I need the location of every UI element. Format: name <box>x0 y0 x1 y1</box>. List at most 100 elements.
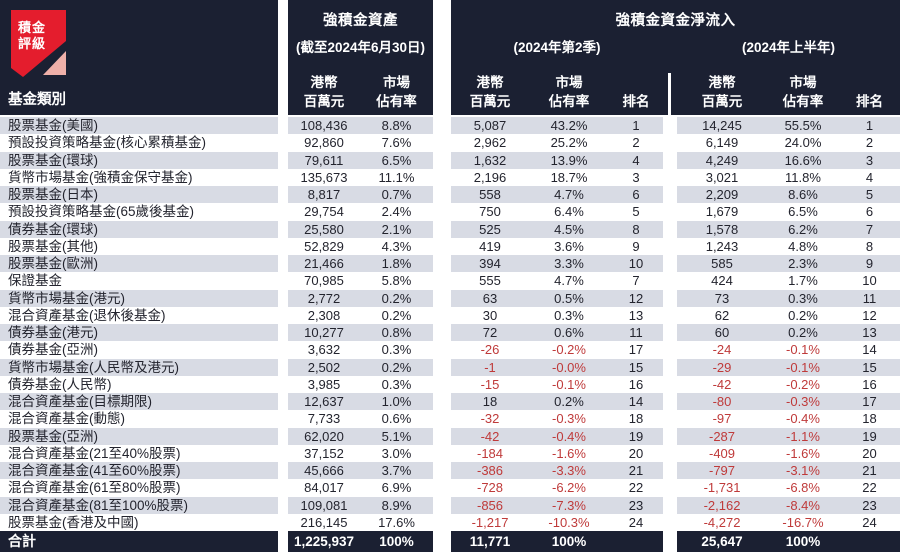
netflow-subcolumns: 港幣 百萬元 市場 佔有率 排名 港幣 百萬元 市場 佔有率 排名 <box>451 73 900 111</box>
assets-share-cell: 2.4% <box>381 204 412 220</box>
h1-rank-cell: 23 <box>839 496 900 514</box>
q2-netflow-cell: -184 <box>476 445 504 461</box>
q2-share-cell: -0.0% <box>529 358 609 376</box>
assets-share-cell: 0.3% <box>381 376 412 392</box>
h1-rank-cell: 18 <box>862 411 877 427</box>
table-row: 股票基金(歐洲) 21,466 1.8% 394 3.3% 10 585 2.3% 9 <box>0 255 900 273</box>
q2-rank-cell: 14 <box>609 393 663 411</box>
h1-netflow-cell: 73 <box>677 289 767 307</box>
share-label-line2: 佔有率 <box>782 94 824 109</box>
assets-value-cell: 2,308 <box>307 307 341 323</box>
column-gutter <box>433 479 451 497</box>
column-gutter <box>663 289 677 307</box>
h1-share-cell: -0.1% <box>786 342 820 358</box>
h1-netflow-cell: -409 <box>708 445 736 461</box>
assets-value-cell: 2,772 <box>288 289 360 307</box>
assets-value-cell: 29,754 <box>304 204 344 220</box>
column-gutter <box>433 151 451 169</box>
q2-share-cell: 4.7% <box>529 186 609 204</box>
q2-netflow-cell: 72 <box>451 324 529 342</box>
column-gutter <box>278 134 288 152</box>
q2-netflow-cell: -1 <box>451 358 529 376</box>
q2-netflow-cell: -42 <box>451 427 529 445</box>
q2-rank-cell: 19 <box>609 427 663 445</box>
q2-rank-cell: 9 <box>632 238 640 254</box>
h1-netflow-cell: -42 <box>712 376 732 392</box>
assets-share-cell: 6.9% <box>381 480 412 496</box>
h1-netflow-cell: -97 <box>712 411 732 427</box>
assets-share-cell: 0.3% <box>381 342 412 358</box>
header-netflow-block: 強積金資金淨流入 (2024年第2季) (2024年上半年) 港幣 百萬元 市場… <box>451 0 900 115</box>
column-gutter <box>433 168 451 186</box>
share-label-line2: 佔有率 <box>376 94 417 109</box>
column-gutter <box>278 186 288 204</box>
h1-rank-cell: 10 <box>862 273 877 289</box>
category-cell: 混合資產基金(動態) <box>8 411 125 427</box>
h1-netflow-cell: 2,209 <box>677 186 767 204</box>
column-gutter <box>663 220 677 238</box>
q2-rank-cell: 6 <box>609 186 663 204</box>
category-cell: 債券基金(環球) <box>0 220 278 238</box>
hkd-label-line2: 百萬元 <box>701 94 743 109</box>
column-gutter <box>663 496 677 514</box>
q2-share-cell: 6.4% <box>554 204 584 220</box>
column-gutter <box>433 117 451 135</box>
h1-netflow-cell: -80 <box>677 393 767 411</box>
h1-netflow-cell: -4,272 <box>703 514 741 530</box>
h1-share-cell: 4.8% <box>788 238 818 254</box>
assets-share-cell: 11.1% <box>378 169 415 185</box>
assets-share-cell: 1.0% <box>360 393 433 411</box>
category-cell: 混合資產基金(81至100%股票) <box>0 496 278 514</box>
q2-netflow-cell: -26 <box>480 342 500 358</box>
q2-rank-cell: 24 <box>628 514 644 530</box>
column-gutter <box>663 255 677 273</box>
table-row: 混合資產基金(退休後基金) 2,308 0.2% 30 0.3% 13 62 0.2% 12 <box>0 306 900 324</box>
column-gutter <box>278 393 288 411</box>
category-cell: 股票基金(美國) <box>0 117 278 135</box>
h1-share-cell: 0.2% <box>767 324 839 342</box>
assets-subcolumns: 港幣 百萬元 市場 佔有率 <box>288 73 433 111</box>
q2-share-cell: -0.1% <box>552 376 586 392</box>
column-gutter <box>278 444 288 462</box>
share-label-line1: 市場 <box>383 75 410 90</box>
h1-netflow-cell: -797 <box>677 462 767 480</box>
q2-share-cell: 43.2% <box>529 117 609 135</box>
column-gutter <box>433 220 451 238</box>
assets-value-cell: 79,611 <box>288 151 360 169</box>
column-gutter <box>663 444 677 462</box>
assets-share-cell: 4.3% <box>381 238 412 254</box>
column-gutter <box>663 513 677 531</box>
h1-rank-cell: 4 <box>865 169 874 185</box>
h1-share-cell: -0.1% <box>767 358 839 376</box>
q2-rank-cell: 1 <box>609 117 663 135</box>
table-row: 股票基金(亞洲) 62,020 5.1% -42 -0.4% 19 -287 -1.1% 19 <box>0 427 900 445</box>
table-row: 混合資產基金(41至60%股票) 45,666 3.7% -386 -3.3% 21 -79… <box>0 462 900 480</box>
h1-share-cell: 8.6% <box>767 186 839 204</box>
h1-share-cell: 55.5% <box>767 117 839 135</box>
h1-rank-cell: 20 <box>862 445 877 461</box>
h1-netflow-cell: 62 <box>714 307 730 323</box>
q2-share-cell: 4.7% <box>554 273 584 289</box>
q2-rank-cell: 16 <box>628 376 644 392</box>
table-row: 混合資產基金(61至80%股票) 84,017 6.9% -728 -6.2% 22 -1,… <box>0 479 900 497</box>
table-header: 積金 評級 基金類別 強積金資產 (截至2024年6月30日) 港幣 百萬元 市… <box>0 0 900 115</box>
q2-share-cell: 18.7% <box>550 169 588 185</box>
q2-rank-cell: 4 <box>609 151 663 169</box>
h1-share-cell: 0.2% <box>788 307 818 323</box>
assets-share-cell: 1.8% <box>360 255 433 273</box>
q2-share-cell: -0.4% <box>529 427 609 445</box>
header-column-divider <box>668 73 671 115</box>
assets-share-cell: 6.5% <box>360 151 433 169</box>
q2-share-column-header: 市場 佔有率 <box>529 73 609 111</box>
category-column-header: 基金類別 <box>8 92 66 108</box>
column-gutter <box>663 117 677 135</box>
assets-share-cell: 0.2% <box>360 289 433 307</box>
q2-rank-cell: 20 <box>628 445 644 461</box>
category-cell: 股票基金(亞洲) <box>0 427 278 445</box>
column-gutter <box>433 462 451 480</box>
q2-rank-cell: 22 <box>628 480 644 496</box>
assets-value-cell: 135,673 <box>300 169 348 185</box>
logo-text-line2: 評級 <box>18 36 46 51</box>
q2-share-cell: 0.2% <box>529 393 609 411</box>
column-gutter <box>433 513 451 531</box>
